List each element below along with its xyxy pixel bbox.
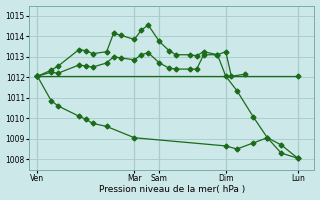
X-axis label: Pression niveau de la mer( hPa ): Pression niveau de la mer( hPa ) [99, 185, 245, 194]
